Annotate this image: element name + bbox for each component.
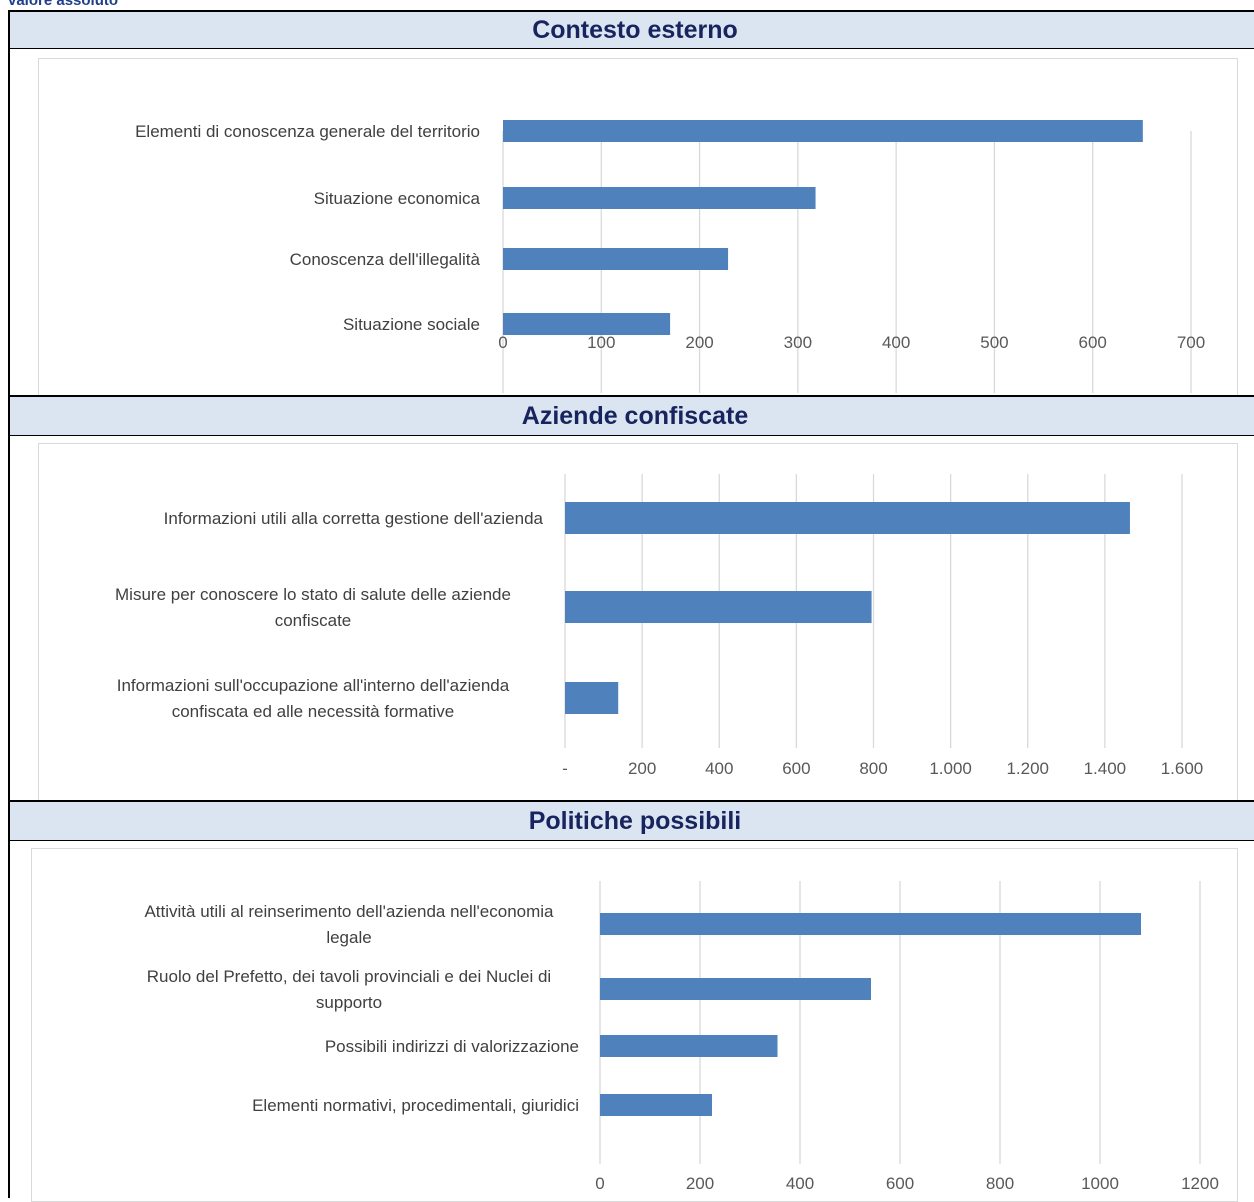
panel-header-contesto-esterno: Contesto esterno: [10, 10, 1254, 49]
x-tick-label: 200: [628, 759, 656, 778]
bar: [600, 978, 871, 1000]
category-label: Conoscenza dell'illegalità: [290, 250, 481, 269]
bar: [600, 913, 1141, 935]
x-tick-label: 200: [686, 1174, 714, 1193]
x-tick-label: -: [562, 759, 568, 778]
bar: [565, 591, 872, 623]
x-tick-label: 300: [784, 333, 812, 352]
panel-body-contesto-esterno: 0 100 200 300 400 500 600 700 Elementi di conosc…: [10, 49, 1254, 399]
x-tick-label: 0: [595, 1174, 604, 1193]
x-tick-label: 1.400: [1084, 759, 1127, 778]
x-tick-label: 600: [782, 759, 810, 778]
bar: [503, 187, 816, 209]
bar: [565, 502, 1130, 534]
bar: [503, 248, 729, 270]
x-tick-label: 0: [498, 333, 507, 352]
x-tick-label: 1.600: [1161, 759, 1204, 778]
chart-caption: valore assoluto: [8, 0, 119, 9]
panel-header-aziende-confiscate: Aziende confiscate: [10, 395, 1254, 436]
chart-contesto-esterno: 0 100 200 300 400 500 600 700 Elementi di conosc…: [38, 58, 1238, 399]
bar-chart-politiche-possibili: 0 200 400 600 800 1000 1200 Attività utili al r…: [144, 881, 1219, 1193]
x-tick-label: 1200: [1181, 1174, 1219, 1193]
category-label: Elementi normativi, procedimentali, giur…: [252, 1096, 579, 1115]
category-label: Informazioni sull'occupazione all'intern…: [117, 676, 510, 721]
x-tick-label: 600: [1079, 333, 1107, 352]
x-tick-label: 1000: [1081, 1174, 1119, 1193]
panel-title: Contesto esterno: [532, 16, 738, 44]
chart-aziende-confiscate: - 200 400 600 800 1.000 1.200 1.400 1.600 Informa…: [38, 443, 1238, 803]
x-tick-label: 200: [685, 333, 713, 352]
category-label: Elementi di conoscenza generale del terr…: [135, 122, 480, 141]
bar-chart-aziende-confiscate: - 200 400 600 800 1.000 1.200 1.400 1.600 Informa…: [115, 474, 1204, 778]
x-tick-label: 1.000: [929, 759, 972, 778]
bar: [503, 313, 671, 335]
panel-title: Politiche possibili: [528, 807, 742, 835]
x-tick-label: 400: [786, 1174, 814, 1193]
category-label: Ruolo del Prefetto, dei tavoli provincia…: [147, 967, 551, 1012]
x-tick-label: 600: [886, 1174, 914, 1193]
bar: [600, 1035, 778, 1057]
panel-title: Aziende confiscate: [521, 402, 749, 430]
x-tick-label: 700: [1177, 333, 1205, 352]
panel-body-aziende-confiscate: - 200 400 600 800 1.000 1.200 1.400 1.600 Informa…: [10, 436, 1254, 803]
x-tick-label: 1.200: [1006, 759, 1049, 778]
x-tick-label: 500: [980, 333, 1008, 352]
x-tick-label: 400: [705, 759, 733, 778]
category-label: Possibili indirizzi di valorizzazione: [325, 1037, 579, 1056]
category-label: Attività utili al reinserimento dell'azi…: [144, 902, 554, 947]
x-tick-label: 400: [882, 333, 910, 352]
x-tick-label: 800: [859, 759, 887, 778]
x-tick-label: 100: [587, 333, 615, 352]
bar-chart-contesto-esterno: 0 100 200 300 400 500 600 700 Elementi di conosc…: [135, 120, 1205, 393]
category-label: Misure per conoscere lo stato di salute …: [115, 585, 511, 630]
panel-header-politiche-possibili: Politiche possibili: [10, 800, 1254, 841]
chart-politiche-possibili: 0 200 400 600 800 1000 1200 Attività utili al r…: [31, 848, 1238, 1202]
bar: [565, 682, 619, 714]
x-tick-label: 800: [986, 1174, 1014, 1193]
bar: [503, 120, 1143, 142]
category-label: Situazione economica: [314, 189, 481, 208]
category-label: Informazioni utili alla corretta gestion…: [164, 509, 544, 528]
panel-body-politiche-possibili: 0 200 400 600 800 1000 1200 Attività utili al r…: [10, 841, 1254, 1202]
bar: [600, 1094, 712, 1116]
charts-table: Contesto esterno 0 100 200 300 400 500 600 700 E…: [8, 10, 1254, 1202]
category-label: Situazione sociale: [343, 315, 480, 334]
